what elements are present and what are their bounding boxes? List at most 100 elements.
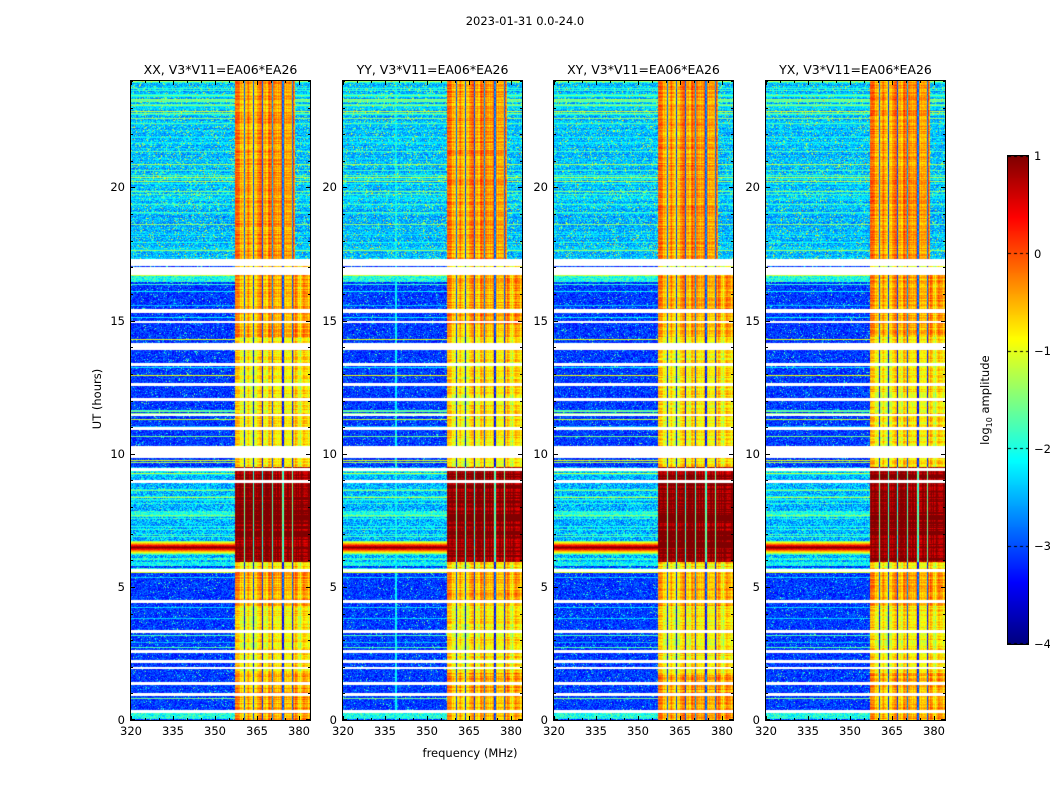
y-major-tick bbox=[131, 454, 135, 455]
y-major-tick bbox=[518, 454, 522, 455]
x-tick-label: 350 bbox=[627, 724, 649, 738]
x-major-tick bbox=[680, 716, 681, 720]
y-minor-tick bbox=[308, 693, 310, 694]
x-major-tick bbox=[722, 81, 723, 85]
y-minor-tick bbox=[520, 347, 522, 348]
x-minor-tick bbox=[285, 81, 286, 83]
y-major-tick bbox=[518, 187, 522, 188]
y-minor-tick bbox=[766, 267, 768, 268]
y-minor-tick bbox=[343, 693, 345, 694]
y-minor-tick bbox=[943, 161, 945, 162]
y-minor-tick bbox=[766, 401, 768, 402]
y-minor-tick bbox=[308, 534, 310, 535]
y-major-tick bbox=[306, 719, 310, 720]
x-major-tick bbox=[766, 716, 767, 720]
y-minor-tick bbox=[308, 560, 310, 561]
y-minor-tick bbox=[766, 161, 768, 162]
y-minor-tick bbox=[131, 267, 133, 268]
y-minor-tick bbox=[343, 667, 345, 668]
y-major-tick bbox=[941, 719, 945, 720]
x-minor-tick bbox=[187, 81, 188, 83]
y-minor-tick bbox=[343, 267, 345, 268]
y-minor-tick bbox=[131, 534, 133, 535]
y-minor-tick bbox=[131, 693, 133, 694]
x-major-tick bbox=[257, 716, 258, 720]
x-major-tick bbox=[934, 716, 935, 720]
x-minor-tick bbox=[441, 718, 442, 720]
x-minor-tick bbox=[652, 718, 653, 720]
x-minor-tick bbox=[357, 81, 358, 83]
x-minor-tick bbox=[271, 718, 272, 720]
x-minor-tick bbox=[483, 718, 484, 720]
x-minor-tick bbox=[624, 718, 625, 720]
panel-title: XX, V3*V11=EA06*EA26 bbox=[143, 62, 298, 77]
spectrogram-panel-yx bbox=[765, 80, 946, 721]
y-minor-tick bbox=[731, 640, 733, 641]
y-major-tick bbox=[554, 321, 558, 322]
x-major-tick bbox=[680, 81, 681, 85]
x-minor-tick bbox=[201, 81, 202, 83]
x-minor-tick bbox=[243, 718, 244, 720]
x-major-tick bbox=[892, 716, 893, 720]
colorbar-label-subscript: 10 bbox=[985, 417, 995, 428]
y-minor-tick bbox=[943, 214, 945, 215]
y-minor-tick bbox=[766, 480, 768, 481]
y-minor-tick bbox=[520, 534, 522, 535]
x-minor-tick bbox=[794, 718, 795, 720]
colorbar-label-text: amplitude bbox=[977, 355, 992, 418]
x-major-tick bbox=[638, 81, 639, 85]
y-tick-label: 5 bbox=[540, 580, 548, 594]
y-major-tick bbox=[306, 321, 310, 322]
y-major-tick bbox=[306, 187, 310, 188]
y-minor-tick bbox=[343, 161, 345, 162]
x-major-tick bbox=[173, 716, 174, 720]
colorbar-canvas bbox=[1008, 156, 1028, 644]
y-minor-tick bbox=[554, 640, 556, 641]
y-minor-tick bbox=[520, 108, 522, 109]
y-minor-tick bbox=[554, 427, 556, 428]
x-major-tick bbox=[511, 716, 512, 720]
y-major-tick bbox=[766, 587, 770, 588]
y-minor-tick bbox=[520, 241, 522, 242]
y-tick-label: 5 bbox=[752, 580, 760, 594]
x-tick-label: 380 bbox=[500, 724, 522, 738]
x-minor-tick bbox=[399, 718, 400, 720]
y-minor-tick bbox=[308, 108, 310, 109]
y-major-tick bbox=[306, 454, 310, 455]
y-minor-tick bbox=[554, 214, 556, 215]
x-tick-label: 350 bbox=[416, 724, 438, 738]
spectrogram-panel-xy bbox=[553, 80, 734, 721]
x-tick-label: 335 bbox=[162, 724, 184, 738]
x-tick-label: 350 bbox=[839, 724, 861, 738]
y-minor-tick bbox=[943, 614, 945, 615]
y-minor-tick bbox=[308, 614, 310, 615]
y-minor-tick bbox=[308, 667, 310, 668]
y-minor-tick bbox=[520, 614, 522, 615]
y-minor-tick bbox=[520, 667, 522, 668]
y-minor-tick bbox=[731, 667, 733, 668]
x-minor-tick bbox=[864, 81, 865, 83]
y-minor-tick bbox=[731, 347, 733, 348]
y-tick-label: 10 bbox=[533, 447, 548, 461]
x-minor-tick bbox=[708, 718, 709, 720]
x-minor-tick bbox=[441, 81, 442, 83]
y-minor-tick bbox=[520, 81, 522, 82]
y-major-tick bbox=[941, 321, 945, 322]
colorbar-label: log10 amplitude bbox=[978, 300, 994, 500]
y-minor-tick bbox=[131, 560, 133, 561]
y-tick-label: 15 bbox=[745, 314, 760, 328]
y-minor-tick bbox=[554, 401, 556, 402]
y-minor-tick bbox=[554, 161, 556, 162]
x-minor-tick bbox=[145, 718, 146, 720]
y-minor-tick bbox=[943, 108, 945, 109]
y-minor-tick bbox=[520, 401, 522, 402]
y-minor-tick bbox=[766, 640, 768, 641]
y-minor-tick bbox=[520, 214, 522, 215]
y-axis-label: UT (hours) bbox=[90, 368, 104, 430]
y-minor-tick bbox=[343, 427, 345, 428]
y-minor-tick bbox=[943, 267, 945, 268]
y-minor-tick bbox=[308, 294, 310, 295]
y-major-tick bbox=[131, 719, 135, 720]
x-tick-label: 380 bbox=[923, 724, 945, 738]
x-tick-label: 350 bbox=[204, 724, 226, 738]
